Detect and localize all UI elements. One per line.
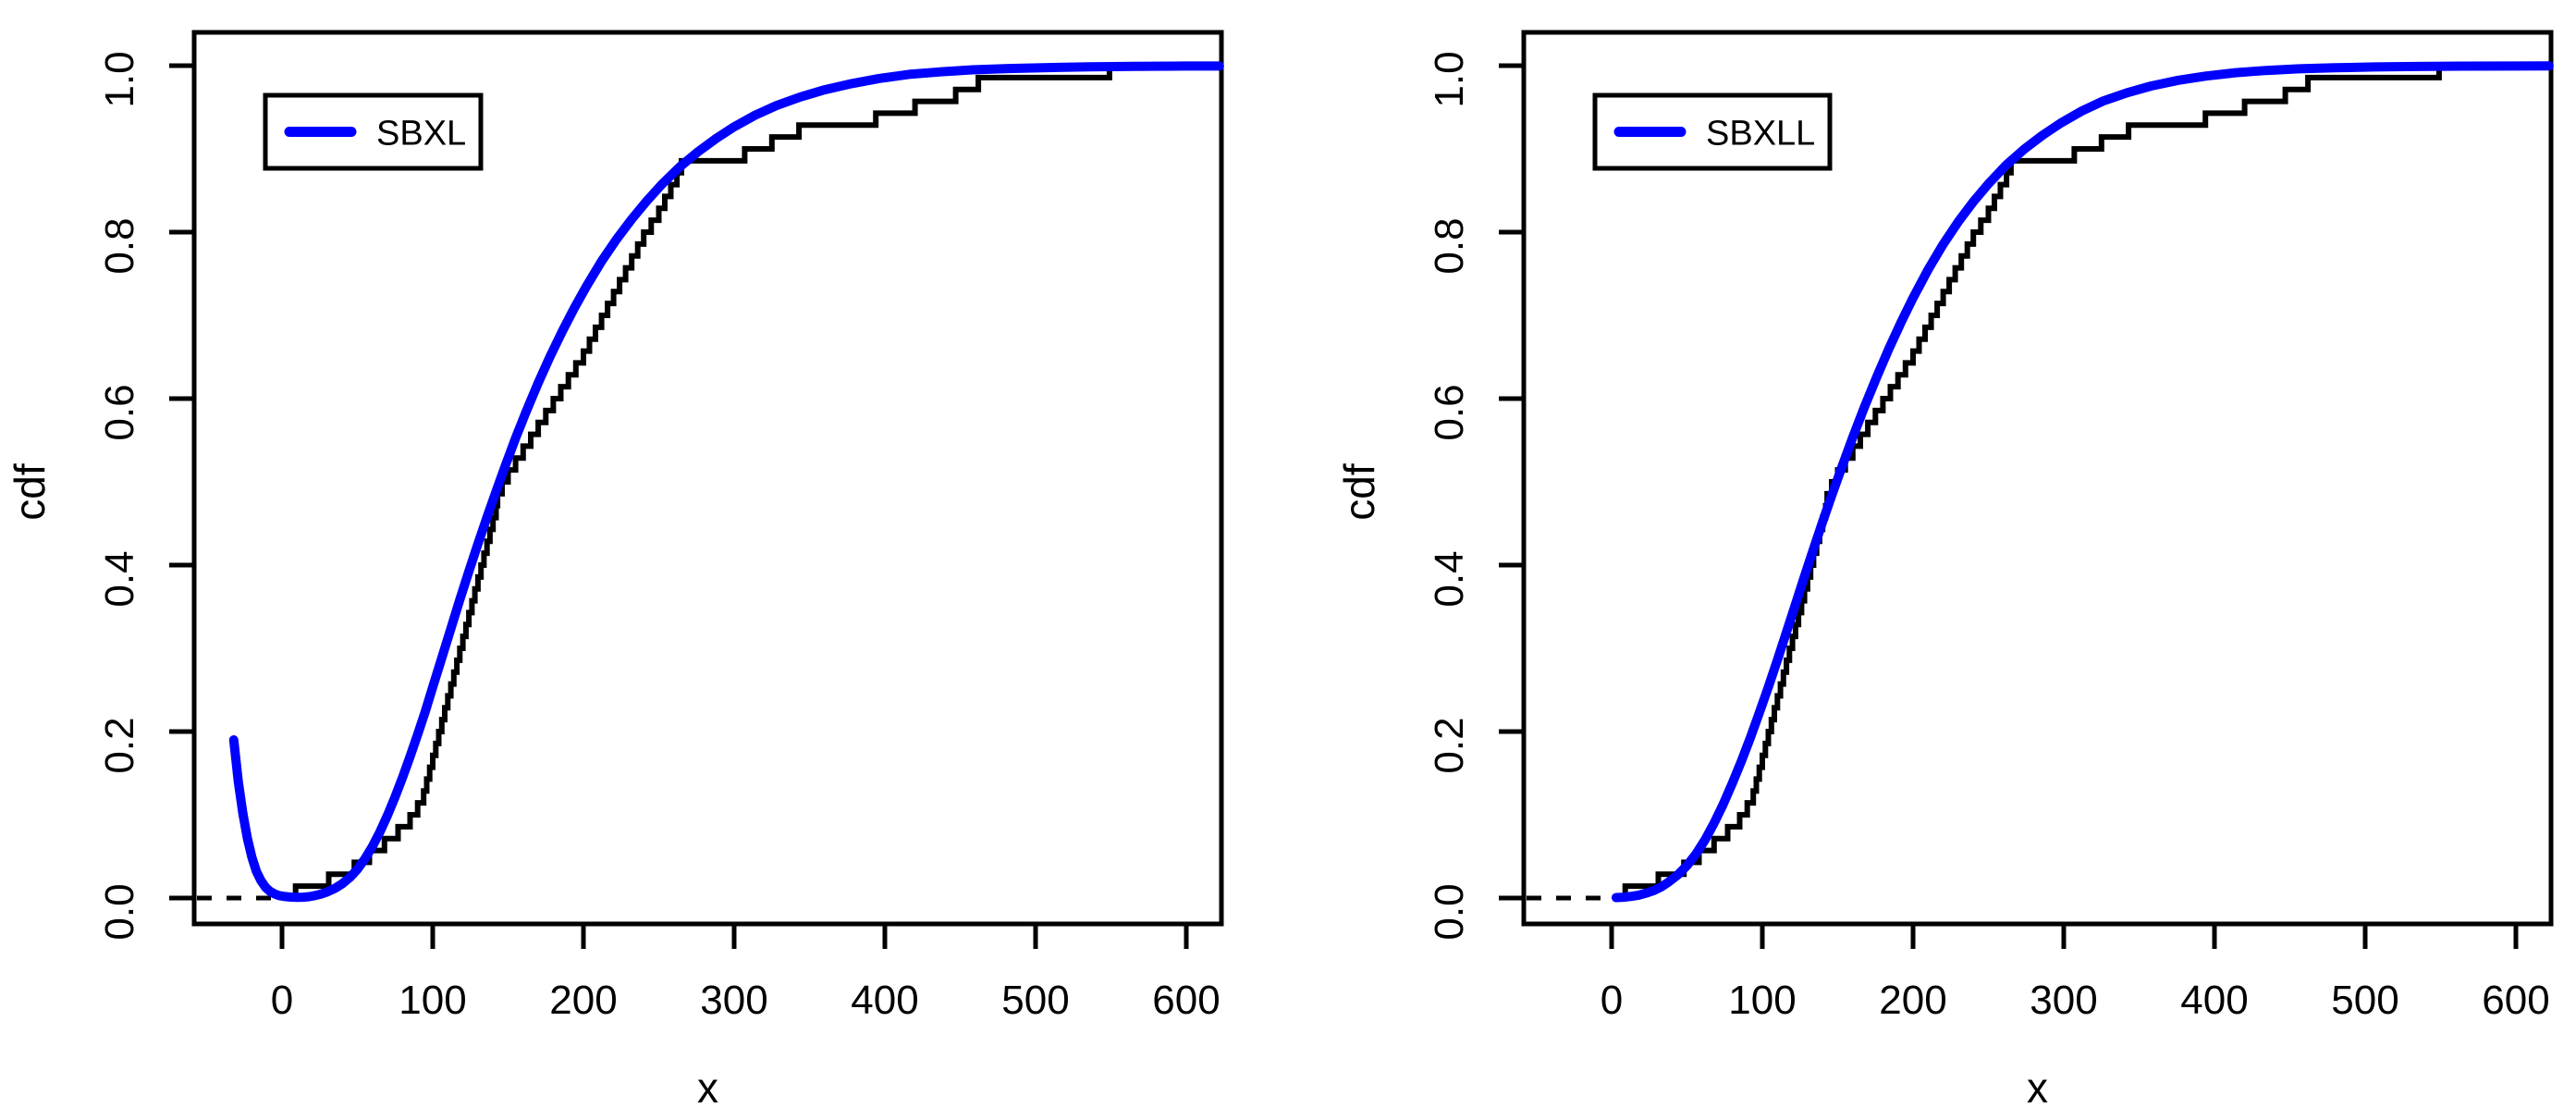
x-tick-label-right: 100 [1728,978,1796,1023]
x-tick-label-left: 0 [271,978,293,1023]
y-tick-label-left: 0.4 [97,550,142,607]
y-tick-label-left: 0.8 [97,217,142,274]
legend-label-right: SBXLL [1706,115,1815,154]
y-tick-label-left: 1.0 [97,51,142,107]
y-tick-label-right: 0.4 [1427,550,1472,607]
y-tick-label-right: 0.0 [1427,883,1472,940]
x-tick-label-left: 200 [549,978,617,1023]
x-tick-label-left: 500 [1001,978,1069,1023]
plot-box-right [1521,30,2554,927]
x-tick-label-left: 300 [700,978,767,1023]
x-axis-title-right: x [2027,1064,2048,1112]
fitted-curve-right [1611,61,2554,903]
x-tick-label-left: 100 [399,978,466,1023]
fitted-curve-left [228,61,1224,903]
y-tick-label-left: 0.6 [97,384,142,440]
y-tick-label-right: 0.6 [1427,384,1472,440]
x-tick-label-left: 600 [1152,978,1220,1023]
y-tick-label-right: 1.0 [1427,51,1472,107]
ecdf-step-line-right [1622,63,2516,898]
x-tick-label-right: 400 [2180,978,2248,1023]
y-tick-label-right: 0.8 [1427,217,1472,274]
legend-label-left: SBXL [376,115,466,154]
y-tick-label-left: 0.0 [97,883,142,940]
y-axis-title-left: cdf [6,463,54,521]
x-tick-label-right: 200 [1879,978,1946,1023]
x-axis-title-left: x [697,1064,718,1112]
x-tick-label-left: 400 [851,978,918,1023]
x-tick-label-right: 500 [2331,978,2398,1023]
plot-box-left [191,30,1224,927]
x-tick-label-right: 600 [2482,978,2549,1023]
ecdf-step-line-left [292,63,1186,898]
x-tick-label-right: 0 [1601,978,1623,1023]
y-axis-title-right: cdf [1335,463,1383,521]
x-tick-label-right: 300 [2030,978,2097,1023]
y-tick-label-left: 0.2 [97,717,142,773]
legend-box-right [1592,92,1833,171]
y-tick-label-right: 0.2 [1427,717,1472,773]
